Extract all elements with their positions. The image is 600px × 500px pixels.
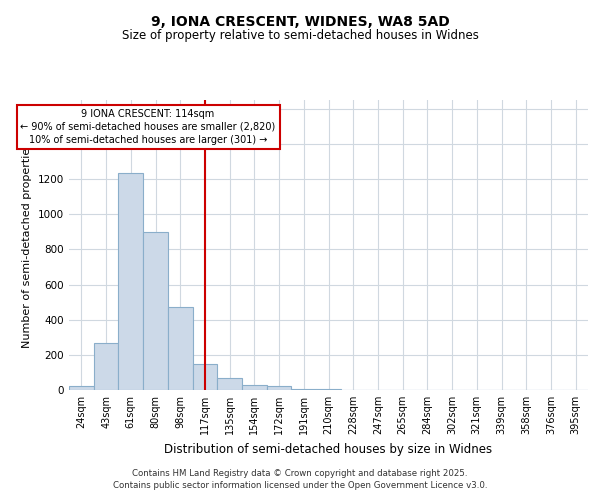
Text: Size of property relative to semi-detached houses in Widnes: Size of property relative to semi-detach… [122,28,478,42]
Bar [267,386,292,390]
Bar [292,389,316,390]
Text: 9 IONA CRESCENT: 114sqm
← 90% of semi-detached houses are smaller (2,820)
10% of: 9 IONA CRESCENT: 114sqm ← 90% of semi-de… [20,109,276,145]
Bar [94,344,118,390]
X-axis label: Distribution of semi-detached houses by size in Widnes: Distribution of semi-detached houses by … [164,442,493,456]
Bar [168,308,193,390]
Bar [143,232,168,390]
Bar [217,378,242,390]
Text: Contains public sector information licensed under the Open Government Licence v3: Contains public sector information licen… [113,480,487,490]
Bar [118,173,143,390]
Text: Contains HM Land Registry data © Crown copyright and database right 2025.: Contains HM Land Registry data © Crown c… [132,470,468,478]
Bar [242,386,267,390]
Text: 9, IONA CRESCENT, WIDNES, WA8 5AD: 9, IONA CRESCENT, WIDNES, WA8 5AD [151,16,449,30]
Y-axis label: Number of semi-detached properties: Number of semi-detached properties [22,142,32,348]
Bar [193,364,217,390]
Bar [69,386,94,390]
